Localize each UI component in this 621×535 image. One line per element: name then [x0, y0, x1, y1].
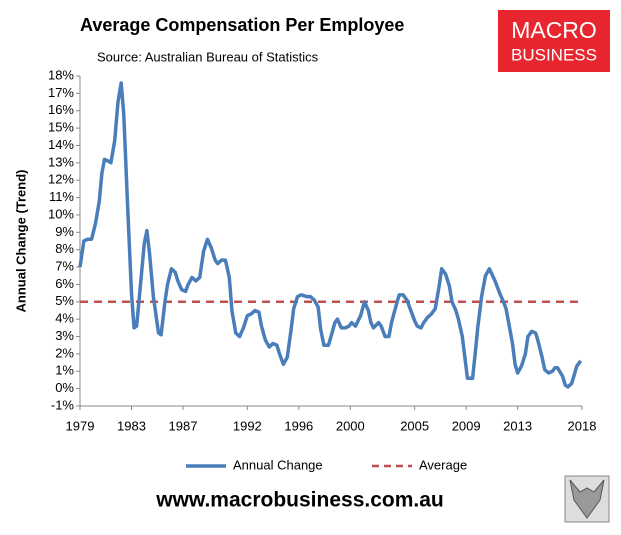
y-tick-label: 12% [48, 172, 74, 187]
x-tick-label: 1992 [233, 418, 262, 433]
y-tick-label: 6% [55, 276, 74, 291]
y-tick-label: 11% [49, 189, 74, 204]
y-tick-label: 8% [55, 241, 74, 256]
y-tick-label: 1% [55, 363, 74, 378]
x-tick-label: 2018 [568, 418, 597, 433]
y-tick-label: 7% [55, 258, 74, 273]
x-tick-label: 1979 [66, 418, 95, 433]
y-tick-label: 14% [48, 137, 74, 152]
chart-subtitle: Source: Australian Bureau of Statistics [97, 49, 319, 64]
y-tick-label: 2% [55, 345, 74, 360]
legend-label: Average [419, 457, 467, 472]
wolf-icon [564, 475, 610, 523]
chart-title: Average Compensation Per Employee [80, 15, 404, 35]
y-tick-label: 16% [48, 102, 74, 117]
y-axis-label: Annual Change (Trend) [13, 170, 28, 313]
y-tick-label: 0% [55, 380, 74, 395]
y-tick-label: 15% [48, 120, 74, 135]
y-tick-label: -1% [51, 397, 75, 412]
series-line [78, 81, 583, 389]
logo-bottom: BUSINESS [511, 45, 597, 64]
x-tick-label: 1987 [169, 418, 198, 433]
x-tick-label: 2013 [503, 418, 532, 433]
y-tick-label: 17% [48, 85, 74, 100]
y-tick-label: 13% [48, 154, 74, 169]
y-tick-label: 3% [55, 328, 74, 343]
logo-top: MACRO [511, 17, 597, 43]
x-tick-label: 1983 [117, 418, 146, 433]
logo-box [498, 10, 610, 72]
x-tick-label: 1996 [284, 418, 313, 433]
y-tick-label: 4% [55, 311, 74, 326]
x-tick-label: 2000 [336, 418, 365, 433]
x-tick-label: 2009 [452, 418, 481, 433]
legend-label: Annual Change [233, 457, 323, 472]
y-tick-label: 18% [48, 67, 74, 82]
footer-url: www.macrobusiness.com.au [155, 489, 443, 512]
y-tick-label: 5% [55, 293, 74, 308]
x-tick-label: 2005 [400, 418, 429, 433]
y-tick-label: 9% [55, 224, 74, 239]
y-tick-label: 10% [48, 206, 74, 221]
